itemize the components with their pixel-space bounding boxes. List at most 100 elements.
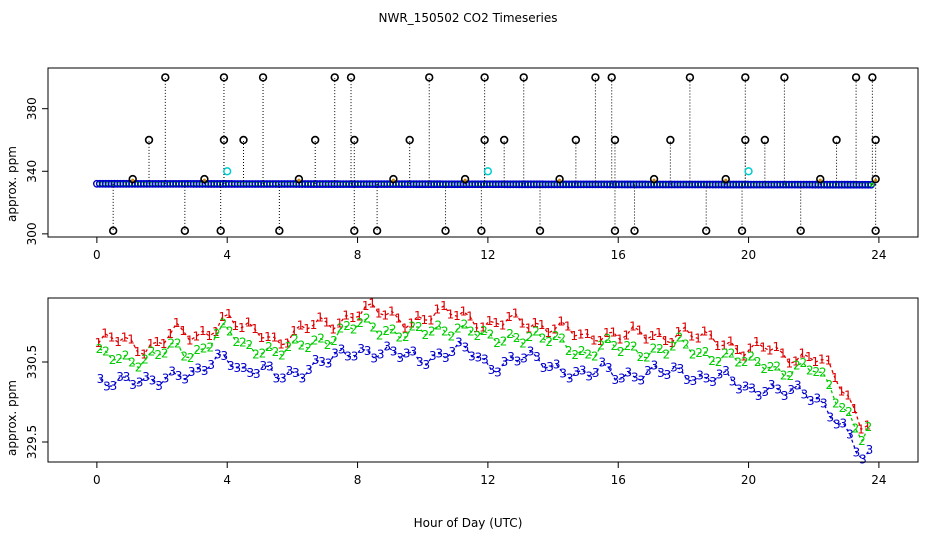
series-3-marker: 3 [97, 372, 105, 386]
series-1-marker: 1 [825, 354, 833, 368]
series-3-marker: 3 [657, 366, 665, 380]
series-3-marker: 3 [813, 391, 821, 405]
series-3-marker: 3 [605, 361, 613, 375]
series-3-marker: 3 [768, 378, 776, 392]
series-1-marker: 1 [772, 340, 780, 354]
series-2-marker: 2 [96, 342, 104, 356]
bottom-y-axis-label: approx. ppm [5, 380, 19, 456]
series-3-marker: 3 [481, 353, 489, 367]
series-1-marker: 1 [844, 388, 852, 402]
series-3-marker: 3 [566, 372, 574, 386]
series-2-marker: 2 [682, 337, 690, 351]
series-3-marker: 3 [462, 340, 470, 354]
series-1-marker: 1 [108, 331, 116, 345]
series-3-marker: 3 [240, 361, 248, 375]
series-3-marker: 3 [585, 369, 593, 383]
series-3-marker: 3 [625, 365, 633, 379]
x-tick-label: 12 [480, 473, 495, 487]
series-2-marker: 2 [741, 355, 749, 369]
series-1-marker: 1 [707, 328, 715, 342]
spike-point [480, 73, 489, 82]
series-1-marker: 1 [531, 316, 539, 330]
series-1-marker: 1 [186, 333, 194, 347]
series-2-marker: 2 [337, 322, 345, 336]
spike-point [851, 73, 861, 82]
x-tick-label: 24 [871, 248, 886, 262]
series-1-marker: 1 [245, 315, 253, 329]
series-2-marker: 2 [356, 316, 364, 330]
series-2-marker: 2 [285, 340, 293, 354]
series-1-marker: 1 [518, 316, 526, 330]
series-3-marker: 3 [390, 344, 398, 358]
x-tick-label: 16 [611, 248, 626, 262]
series-3-marker: 3 [533, 350, 541, 364]
series-3-marker: 3 [514, 355, 522, 369]
series-2-marker: 2 [252, 348, 260, 362]
series-3-marker: 3 [266, 359, 274, 373]
series-3-marker: 3 [553, 358, 561, 372]
series-1-marker: 1 [316, 310, 324, 324]
spike-point [721, 174, 730, 184]
series-2-marker: 2 [180, 350, 188, 364]
series-2-marker: 2 [480, 324, 488, 338]
series-3-marker: 3 [455, 335, 463, 349]
series-1-marker: 1 [414, 309, 422, 323]
series-1-marker: 1 [727, 335, 735, 349]
series-1-marker: 1 [851, 402, 859, 416]
series-2-marker: 2 [826, 378, 834, 392]
series-3-marker: 3 [403, 347, 411, 361]
series-3-marker: 3 [175, 369, 183, 383]
series-3-marker: 3 [331, 347, 339, 361]
series-2-marker: 2 [610, 339, 618, 353]
series-3-marker: 3 [527, 344, 535, 358]
series-1-marker: 1 [538, 318, 546, 332]
series-2-marker: 2 [395, 330, 403, 344]
series-1-marker: 1 [329, 323, 337, 337]
series-3-marker: 3 [774, 382, 782, 396]
series-3-marker: 3 [787, 383, 795, 397]
series-1-marker: 1 [818, 353, 826, 367]
series-2-marker: 2 [728, 347, 736, 361]
series-1-marker: 1 [766, 344, 774, 358]
series-1-marker: 1 [505, 310, 513, 324]
spike-point [780, 73, 789, 82]
spike-point [868, 73, 877, 82]
series-1-marker: 1 [160, 337, 168, 351]
spike-point [760, 135, 770, 145]
series-2-marker: 2 [767, 360, 775, 374]
series-2-marker: 2 [839, 401, 847, 415]
series-1-marker: 1 [512, 307, 520, 321]
series-3-marker: 3 [716, 368, 724, 382]
spike-point [477, 226, 486, 235]
series-1-marker: 1 [232, 319, 240, 333]
series-1-marker: 1 [642, 332, 650, 346]
series-1-marker: 1 [590, 333, 598, 347]
series-3-marker: 3 [631, 370, 639, 384]
series-3-marker: 3 [233, 361, 241, 375]
series-1-marker: 1 [746, 342, 754, 356]
series-2-marker: 2 [695, 346, 703, 360]
series-3-marker: 3 [664, 368, 672, 382]
series-3-marker: 3 [220, 349, 228, 363]
spike-point [871, 174, 880, 184]
spike-point [741, 73, 750, 82]
series-1-marker: 1 [121, 330, 129, 344]
spike-point [294, 174, 304, 184]
series-3-marker: 3 [598, 355, 606, 369]
series-1-marker: 1 [636, 324, 644, 338]
series-3-marker: 3 [194, 361, 202, 375]
x-tick-label: 0 [93, 473, 101, 487]
series-3-marker: 3 [344, 350, 352, 364]
series-3-marker: 3 [422, 358, 430, 372]
series-2-marker: 2 [799, 356, 807, 370]
series-3-marker: 3 [807, 394, 815, 408]
series-1-marker: 1 [258, 331, 266, 345]
series-1-marker: 1 [564, 320, 572, 334]
series-2-marker: 2 [304, 341, 312, 355]
x-axis-title: Hour of Day (UTC) [414, 516, 523, 530]
series-1-marker: 1 [460, 305, 468, 319]
series-3-marker: 3 [227, 359, 235, 373]
series-3-marker: 3 [618, 372, 626, 386]
series-1-marker: 1 [812, 355, 820, 369]
series-1-marker: 1 [284, 337, 292, 351]
